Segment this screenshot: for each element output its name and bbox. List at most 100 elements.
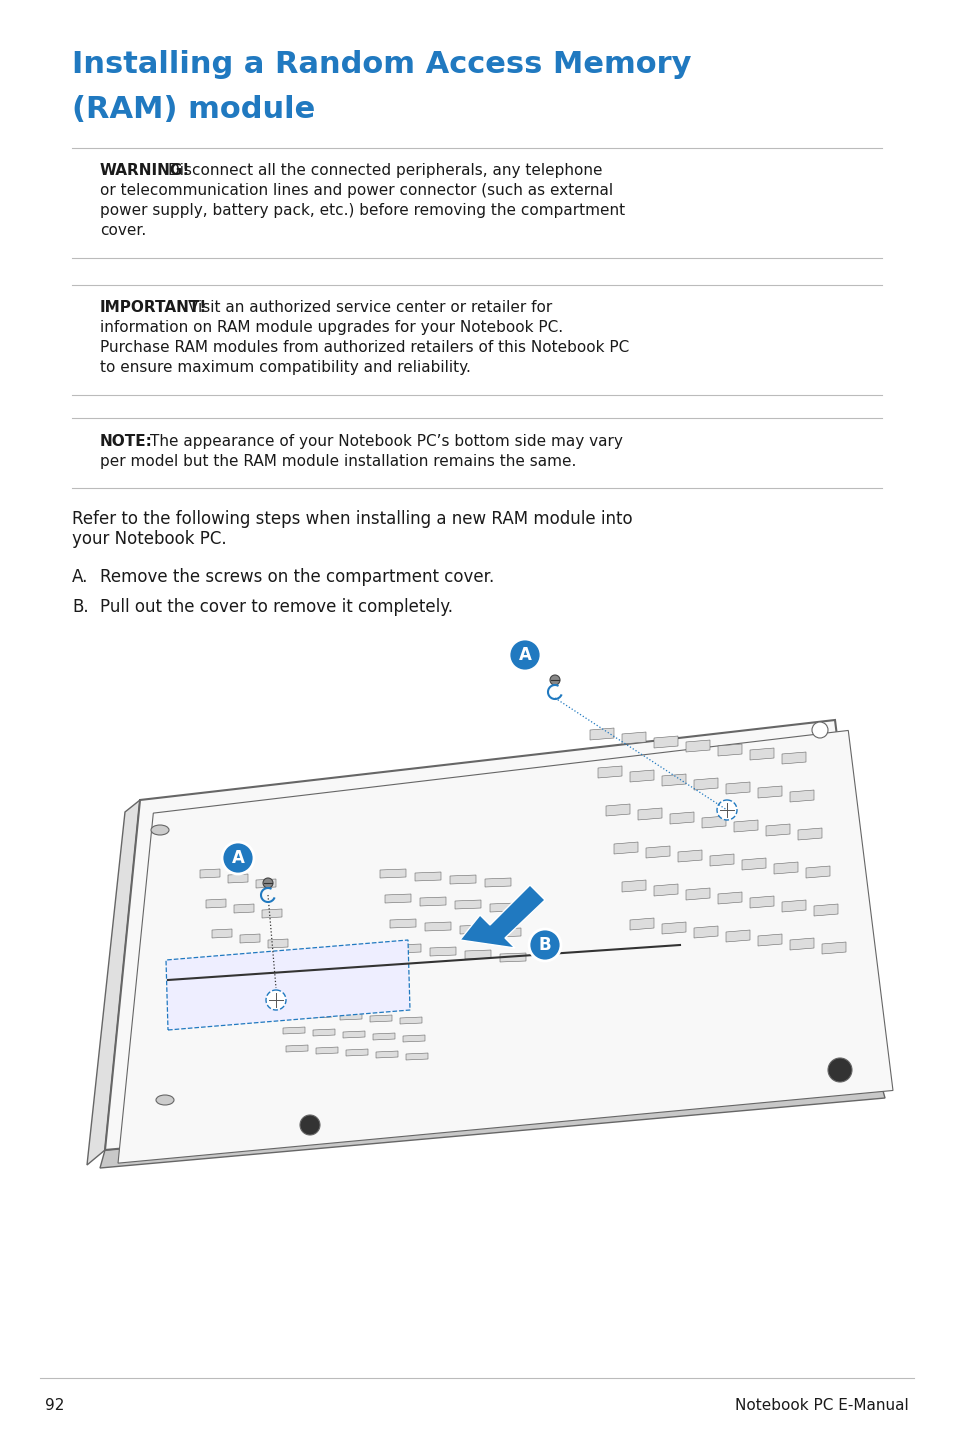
Polygon shape <box>781 752 805 764</box>
Polygon shape <box>206 899 226 907</box>
Polygon shape <box>685 741 709 752</box>
Text: cover.: cover. <box>100 223 146 239</box>
Text: NOTE:: NOTE: <box>100 434 152 449</box>
Polygon shape <box>709 854 733 866</box>
Polygon shape <box>459 884 544 948</box>
Text: B.: B. <box>71 598 89 615</box>
Polygon shape <box>758 787 781 798</box>
Text: A.: A. <box>71 568 89 587</box>
Polygon shape <box>654 736 678 748</box>
Polygon shape <box>395 943 420 953</box>
Polygon shape <box>212 929 232 938</box>
Polygon shape <box>749 748 773 761</box>
Text: information on RAM module upgrades for your Notebook PC.: information on RAM module upgrades for y… <box>100 321 562 335</box>
Text: Installing a Random Access Memory: Installing a Random Access Memory <box>71 50 691 79</box>
Polygon shape <box>693 926 718 938</box>
Text: The appearance of your Notebook PC’s bottom side may vary: The appearance of your Notebook PC’s bot… <box>150 434 622 449</box>
Polygon shape <box>733 820 758 833</box>
Polygon shape <box>385 894 411 903</box>
Polygon shape <box>370 1015 392 1022</box>
Circle shape <box>266 989 286 1009</box>
Polygon shape <box>415 871 440 881</box>
Polygon shape <box>424 922 451 930</box>
Polygon shape <box>118 731 892 1163</box>
Polygon shape <box>621 732 645 743</box>
Polygon shape <box>262 909 282 917</box>
Polygon shape <box>598 766 621 778</box>
Polygon shape <box>490 903 516 912</box>
Polygon shape <box>339 1012 361 1020</box>
Polygon shape <box>718 743 741 756</box>
Polygon shape <box>614 843 638 854</box>
Polygon shape <box>240 935 260 943</box>
Polygon shape <box>100 1080 884 1168</box>
Polygon shape <box>495 928 520 938</box>
Polygon shape <box>373 1032 395 1040</box>
Polygon shape <box>399 1017 421 1024</box>
Text: Notebook PC E-Manual: Notebook PC E-Manual <box>735 1398 908 1414</box>
Text: (RAM) module: (RAM) module <box>71 95 314 124</box>
Polygon shape <box>379 869 406 879</box>
Text: IMPORTANT!: IMPORTANT! <box>100 301 207 315</box>
Polygon shape <box>685 889 709 900</box>
Polygon shape <box>629 917 654 930</box>
Text: Purchase RAM modules from authorized retailers of this Notebook PC: Purchase RAM modules from authorized ret… <box>100 339 629 355</box>
Polygon shape <box>813 905 837 916</box>
Text: to ensure maximum compatibility and reliability.: to ensure maximum compatibility and reli… <box>100 360 471 375</box>
Circle shape <box>811 722 827 738</box>
Polygon shape <box>402 1035 424 1043</box>
Polygon shape <box>821 942 845 953</box>
Polygon shape <box>268 939 288 948</box>
Polygon shape <box>718 892 741 905</box>
Text: WARNING!: WARNING! <box>100 162 190 178</box>
Circle shape <box>299 1114 319 1135</box>
Polygon shape <box>645 846 669 858</box>
Text: Visit an authorized service center or retailer for: Visit an authorized service center or re… <box>188 301 552 315</box>
Text: A: A <box>518 646 531 664</box>
Circle shape <box>509 638 540 672</box>
Text: A: A <box>232 848 244 867</box>
Polygon shape <box>310 1011 332 1018</box>
Polygon shape <box>805 866 829 879</box>
Polygon shape <box>166 940 410 1030</box>
Circle shape <box>222 843 253 874</box>
Polygon shape <box>390 919 416 928</box>
Polygon shape <box>406 1053 428 1060</box>
Text: or telecommunication lines and power connector (such as external: or telecommunication lines and power con… <box>100 183 613 198</box>
Text: your Notebook PC.: your Notebook PC. <box>71 531 227 548</box>
Polygon shape <box>343 1031 365 1038</box>
Polygon shape <box>450 874 476 884</box>
Polygon shape <box>789 938 813 951</box>
Polygon shape <box>464 951 491 959</box>
Polygon shape <box>499 953 525 962</box>
Ellipse shape <box>830 1066 848 1076</box>
Polygon shape <box>654 884 678 896</box>
Polygon shape <box>661 774 685 787</box>
Circle shape <box>827 1058 851 1081</box>
Polygon shape <box>346 1048 368 1055</box>
Polygon shape <box>661 922 685 935</box>
Polygon shape <box>797 828 821 840</box>
Text: Pull out the cover to remove it completely.: Pull out the cover to remove it complete… <box>100 598 453 615</box>
Polygon shape <box>765 824 789 835</box>
Circle shape <box>263 879 273 889</box>
Polygon shape <box>749 896 773 907</box>
Text: per model but the RAM module installation remains the same.: per model but the RAM module installatio… <box>100 454 576 469</box>
Polygon shape <box>233 905 253 913</box>
Polygon shape <box>484 879 511 887</box>
Polygon shape <box>459 925 485 935</box>
Text: B: B <box>538 936 551 953</box>
Text: Refer to the following steps when installing a new RAM module into: Refer to the following steps when instal… <box>71 510 632 528</box>
Circle shape <box>717 800 737 820</box>
Text: 92: 92 <box>45 1398 64 1414</box>
Polygon shape <box>280 1009 302 1017</box>
Text: Disconnect all the connected peripherals, any telephone: Disconnect all the connected peripherals… <box>168 162 602 178</box>
Polygon shape <box>228 874 248 883</box>
Polygon shape <box>455 900 480 909</box>
Polygon shape <box>669 812 693 824</box>
Polygon shape <box>621 880 645 892</box>
Polygon shape <box>283 1027 305 1034</box>
Circle shape <box>550 674 559 684</box>
Text: power supply, battery pack, etc.) before removing the compartment: power supply, battery pack, etc.) before… <box>100 203 624 219</box>
Polygon shape <box>605 804 629 815</box>
